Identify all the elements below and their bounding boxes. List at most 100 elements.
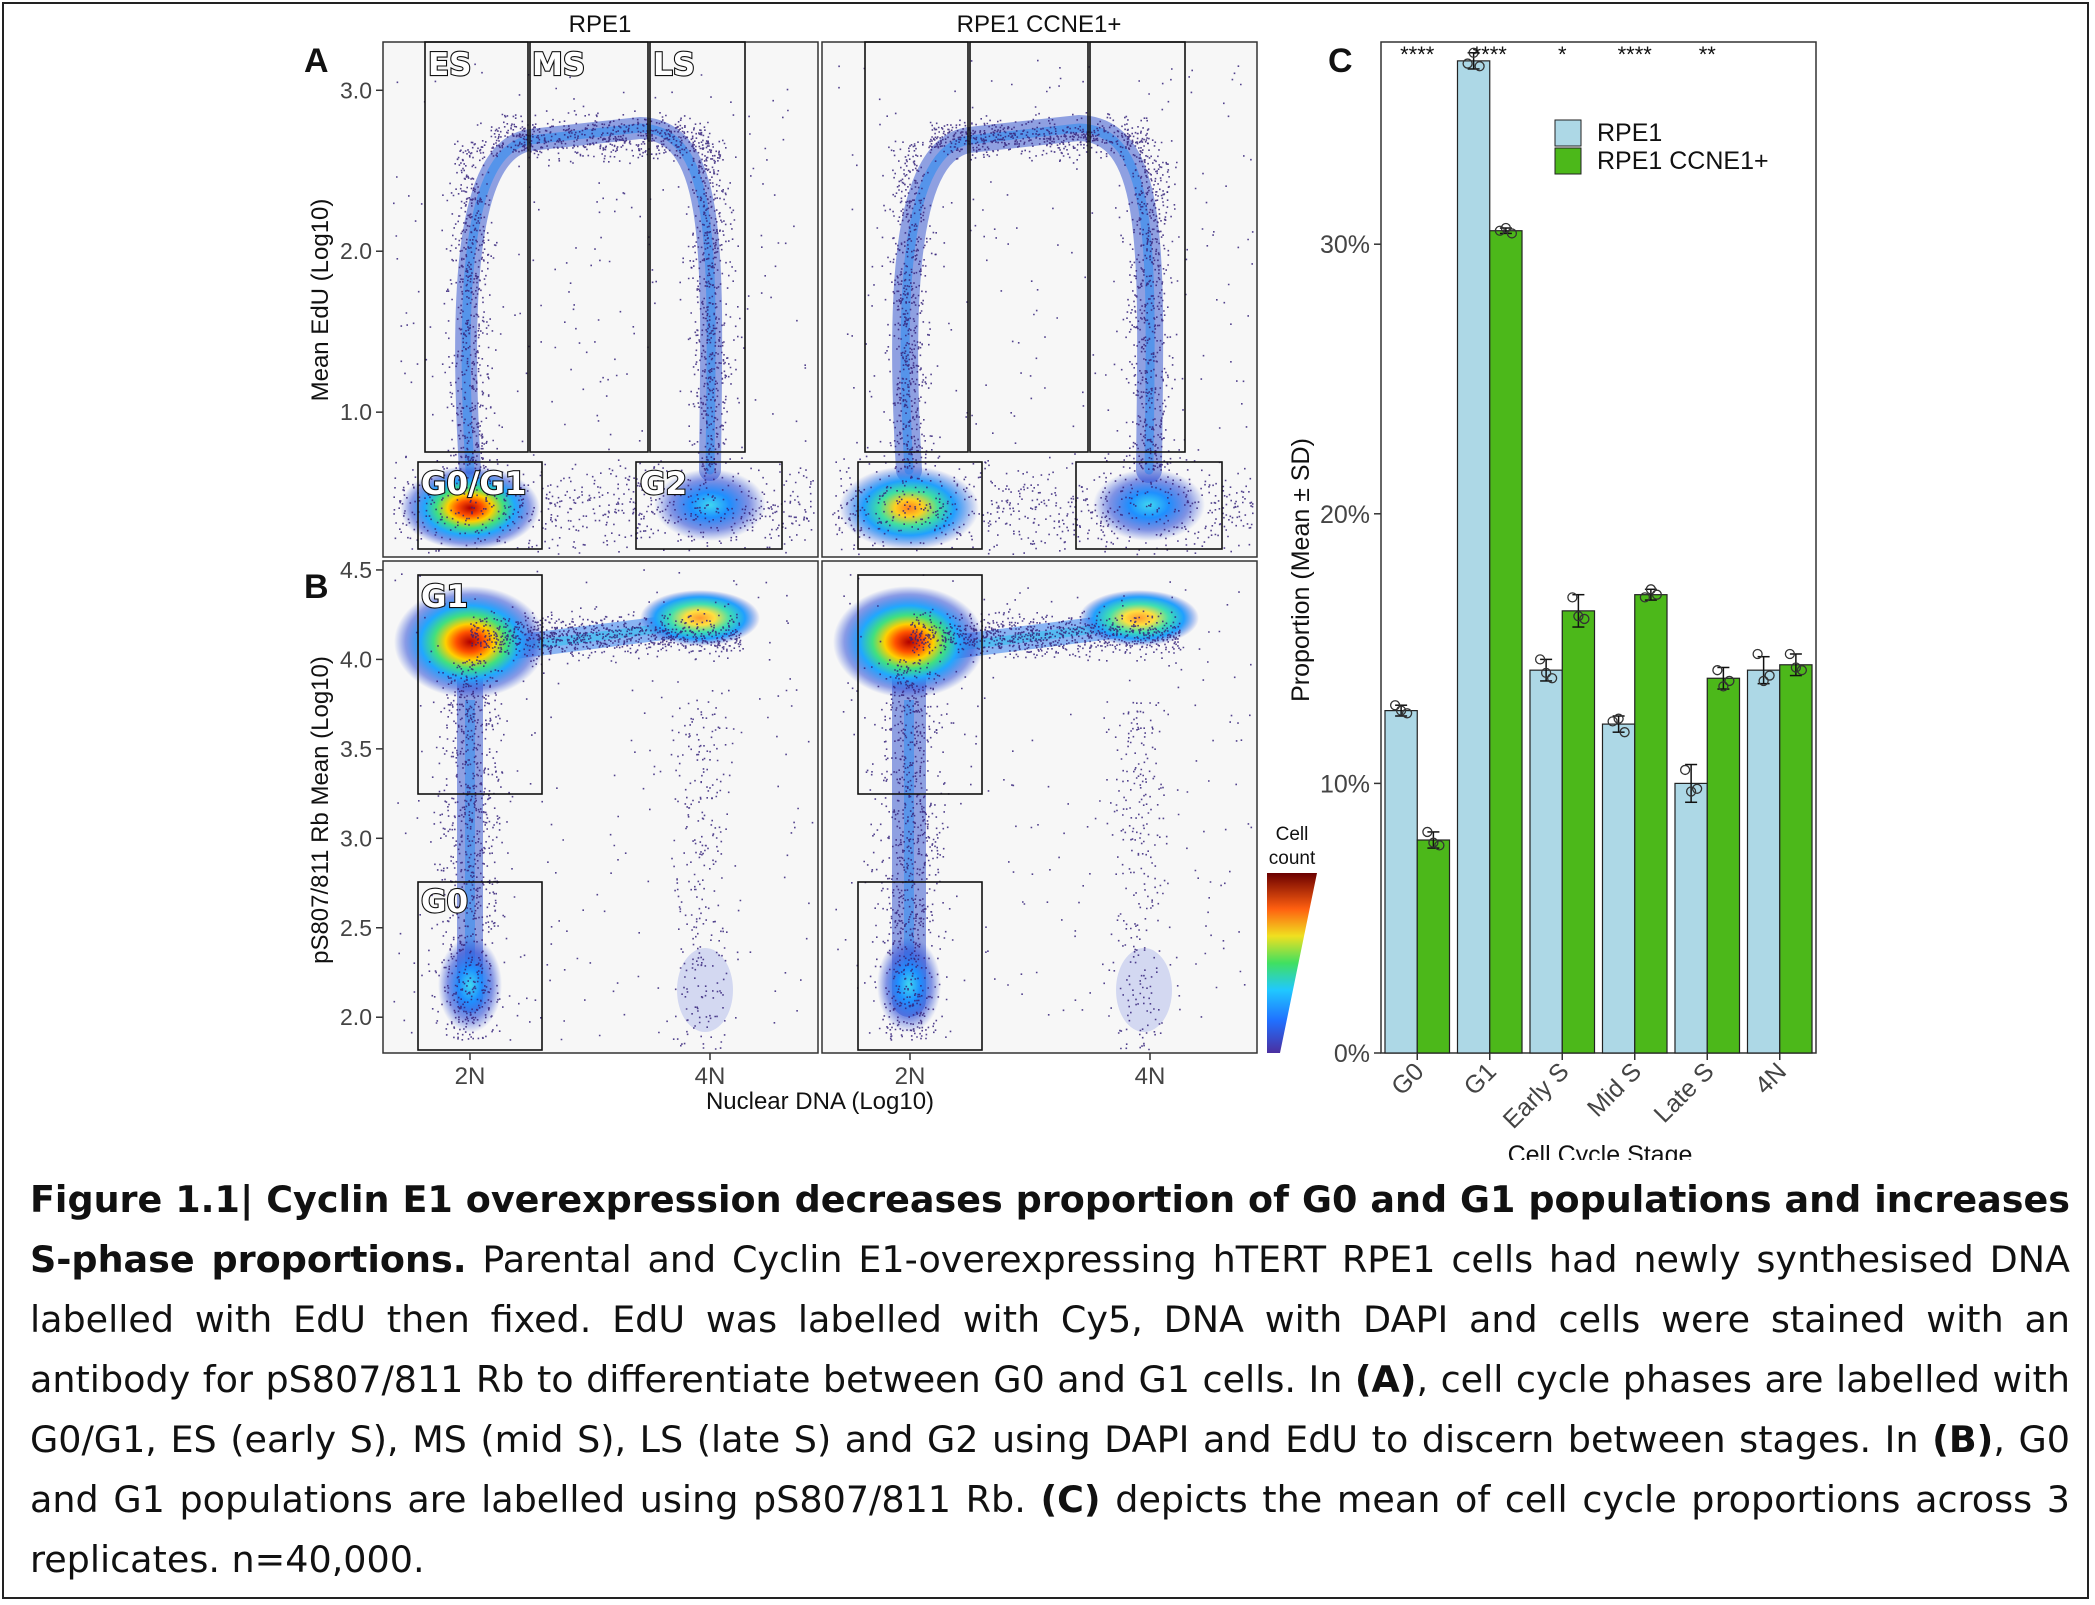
- bar-rpe1: [1529, 669, 1563, 1054]
- ytick-label: 2.0: [340, 238, 372, 264]
- replicate-point: [1389, 700, 1401, 711]
- replicate-point: [1540, 667, 1552, 679]
- ytick-label: 2.5: [340, 915, 372, 941]
- caption-body-4: depicts the mean of cell cycle proportio…: [30, 1478, 2070, 1581]
- colorbar: Cell count: [1267, 824, 1317, 1053]
- bar-ytick-label: 20%: [1320, 501, 1370, 529]
- replicate-point: [1573, 611, 1584, 622]
- replicate-point: [1567, 592, 1578, 603]
- replicate-point: [1607, 716, 1618, 727]
- g2-density: [654, 469, 766, 541]
- replicate-point: [1790, 662, 1802, 673]
- ytick-label: 1.0: [340, 399, 372, 425]
- g2-low-density: [677, 948, 733, 1032]
- figure-caption: Figure 1.1| Cyclin E1 overexpression dec…: [30, 1170, 2070, 1590]
- replicate-point: [1645, 584, 1657, 595]
- panel-letter-a: A: [304, 42, 329, 80]
- significance-marker: ****: [1473, 42, 1508, 67]
- scatter-points: [832, 453, 1254, 556]
- replicate-point: [1752, 648, 1763, 660]
- replicate-point: [1468, 47, 1479, 58]
- legend-swatch: [1554, 147, 1582, 175]
- ytick-label: 4.0: [340, 646, 372, 672]
- xtick-4n: 4N: [695, 1063, 726, 1090]
- bar-ccne1: [1634, 594, 1668, 1054]
- colorbar-title-2: count: [1269, 848, 1316, 869]
- gate-label-ms: MS: [532, 47, 585, 83]
- caption-ref-b: (B): [1932, 1418, 1994, 1461]
- bar-xlabel: Cell Cycle Stage: [1508, 1141, 1693, 1160]
- replicate-point: [1724, 675, 1735, 687]
- ytick-label: 4.5: [340, 557, 372, 583]
- panel-letter-b: B: [304, 568, 329, 606]
- replicate-point: [1651, 589, 1663, 600]
- replicate-point: [1579, 613, 1590, 625]
- replicate-point: [1506, 228, 1518, 239]
- scatter-x-axis: 2N 4N 2N 4N Nuclear DNA (Log10): [455, 1053, 1165, 1115]
- replicate-point: [1619, 727, 1630, 738]
- scatter-points: [393, 455, 815, 555]
- colorbar-title-1: Cell: [1276, 824, 1309, 845]
- gate-ls-2: [1089, 41, 1186, 453]
- panel-b-y-axis: 4.5 4.0 3.5 3.0 2.5 2.0: [340, 557, 383, 1030]
- replicate-point: [1434, 840, 1445, 851]
- gate-g1: [417, 574, 543, 795]
- scatter-points: [863, 659, 952, 1041]
- density-dots: [393, 59, 1254, 1051]
- colorbar-ramp: [1267, 873, 1317, 1053]
- gate-label-g0: G0: [421, 884, 468, 920]
- bar-ytick-label: 30%: [1320, 231, 1370, 259]
- gate-es: [424, 41, 529, 453]
- horseshoe-core: [461, 123, 716, 475]
- gate-g0g1-2: [857, 461, 983, 550]
- scatter-points: [835, 574, 1253, 1034]
- g0g1-density: [839, 466, 979, 550]
- significance-marker: ****: [1400, 42, 1435, 67]
- bar-ccne1: [1779, 664, 1813, 1054]
- legend-swatch: [1554, 119, 1582, 147]
- ytick-label: 3.0: [340, 77, 372, 103]
- bar-xtick-label: Late S: [1649, 1057, 1720, 1128]
- replicate-point: [1428, 837, 1439, 848]
- replicate-point: [1546, 673, 1558, 684]
- caption-ref-c: (C): [1040, 1478, 1101, 1521]
- legend-label: RPE1: [1597, 119, 1662, 147]
- g1-density: [833, 586, 985, 698]
- scatter-points: [441, 110, 740, 471]
- gate-g2: [635, 461, 783, 550]
- xtick-2n: 2N: [455, 1063, 486, 1090]
- scatter-points: [879, 106, 1180, 471]
- g0-density: [877, 937, 941, 1033]
- g2-rb-density: [640, 590, 760, 646]
- facet-title-ccne1: RPE1 CCNE1+: [957, 11, 1122, 38]
- gate-g2-2: [1075, 461, 1223, 550]
- significance-marker: **: [1699, 42, 1717, 67]
- gate-ms: [529, 41, 649, 453]
- replicate-point: [1494, 225, 1506, 236]
- replicate-point: [1462, 58, 1473, 69]
- bar-rpe1: [1674, 782, 1708, 1054]
- bar-rpe1: [1601, 723, 1636, 1054]
- bar-ylabel: Proportion (Mean ± SD): [1287, 438, 1315, 702]
- g1-density: [394, 586, 546, 698]
- gate-label-g0g1: G0/G1: [421, 466, 526, 502]
- replicate-point: [1784, 648, 1796, 660]
- bar-xtick-label: Early S: [1498, 1057, 1575, 1134]
- panel-letter-c: C: [1328, 42, 1353, 80]
- panel-b-gates: [417, 574, 983, 1051]
- bar-ytick-label: 0%: [1334, 1040, 1370, 1068]
- bar-xtick-label: G0: [1386, 1057, 1429, 1100]
- bar-ccne1: [1706, 677, 1741, 1054]
- caption-body-1: Parental and Cyclin E1-overexpressing hT…: [30, 1238, 2070, 1401]
- bar-chart: 0%10%20%30%G0****G1****Early S*Mid S****…: [1320, 41, 1817, 1134]
- ytick-label: 2.0: [340, 1004, 372, 1030]
- legend-label: RPE1 CCNE1+: [1597, 147, 1769, 175]
- caption-body-2: , cell cycle phases are labelled with G0…: [30, 1358, 2070, 1461]
- bar-xtick-label: Mid S: [1582, 1057, 1647, 1122]
- bar-xtick-label: G1: [1459, 1057, 1502, 1100]
- bar-ytick-label: 10%: [1320, 770, 1370, 798]
- replicate-point: [1534, 654, 1546, 665]
- scatter-points: [1103, 701, 1181, 1051]
- scatter-points: [393, 63, 812, 541]
